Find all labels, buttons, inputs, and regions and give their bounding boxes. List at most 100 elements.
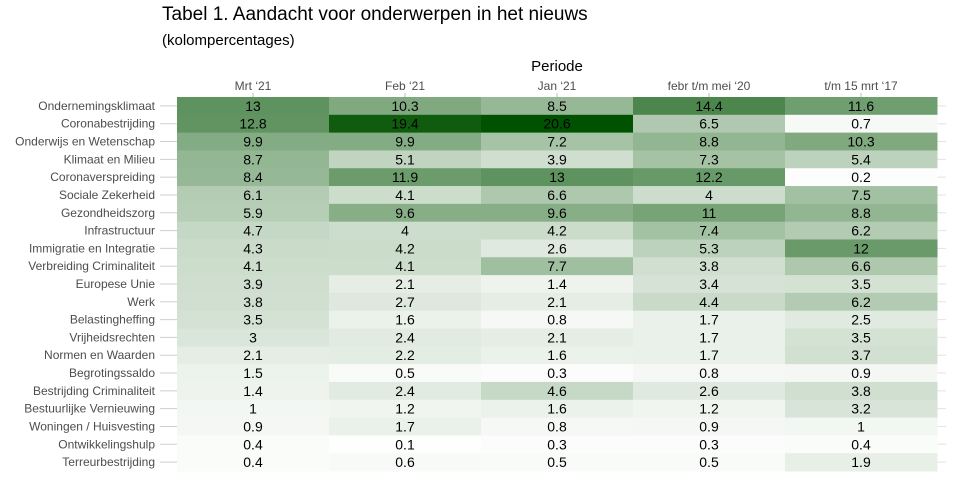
cell-value-label: 0.8 <box>547 418 567 434</box>
heatmap-cell <box>633 275 786 294</box>
chart-title: Tabel 1. Aandacht voor onderwerpen in he… <box>162 4 588 25</box>
cell-value-label: 1.2 <box>699 401 719 417</box>
row-label: Verbreiding Criminaliteit <box>28 259 155 273</box>
heatmap-cell <box>481 257 634 276</box>
heatmap-cell <box>633 132 786 151</box>
cell-value-label: 6.2 <box>851 223 871 239</box>
cell-value-label: 8.8 <box>851 205 871 221</box>
row-label: Bestrijding Criminaliteit <box>33 384 156 398</box>
heatmap-cell <box>177 132 330 151</box>
cell-value-label: 2.4 <box>395 329 415 345</box>
cell-value-label: 7.2 <box>547 134 567 150</box>
cell-value-label: 8.7 <box>243 151 263 167</box>
heatmap-cell <box>785 453 938 472</box>
cell-value-label: 1.7 <box>699 329 719 345</box>
heatmap-cell <box>481 453 634 472</box>
cell-value-label: 3.5 <box>851 329 871 345</box>
cell-value-label: 1.4 <box>547 276 567 292</box>
cell-value-label: 7.7 <box>547 258 567 274</box>
cell-value-label: 3 <box>249 329 257 345</box>
cell-value-label: 1.6 <box>547 347 567 363</box>
cell-value-label: 0.4 <box>243 454 263 470</box>
cell-value-label: 10.3 <box>391 98 418 114</box>
heatmap-cell <box>329 364 482 383</box>
column-label: febr t/m mei ‘20 <box>668 79 751 93</box>
cell-value-label: 3.8 <box>851 383 871 399</box>
cell-value-label: 9.9 <box>243 134 263 150</box>
row-label: Coronabestrijding <box>61 117 155 131</box>
row-label: Europese Unie <box>76 277 156 291</box>
heatmap-cell <box>785 114 938 134</box>
heatmap-cell <box>481 221 634 240</box>
cell-value-label: 2.1 <box>243 347 263 363</box>
row-label: Woningen / Huisvesting <box>29 419 155 433</box>
cell-value-label: 3.7 <box>851 347 871 363</box>
heatmap-cell <box>177 203 330 223</box>
heatmap-cell <box>329 435 482 454</box>
cell-value-label: 4.3 <box>243 240 263 256</box>
cell-value-label: 1.2 <box>395 401 415 417</box>
heatmap-cell <box>177 399 330 419</box>
heatmap-cell <box>177 275 330 294</box>
heatmap-cell <box>329 203 482 223</box>
heatmap-cell <box>633 453 786 472</box>
row-tick-labels: Ondernemingsklimaat Coronabestrijding Onde… <box>15 99 156 469</box>
heatmap-cell <box>481 381 634 401</box>
row-label: Ontwikkelingshulp <box>58 437 155 451</box>
heatmap-cell <box>633 257 786 276</box>
cell-value-label: 2.1 <box>547 294 567 310</box>
heatmap-cell <box>481 186 634 205</box>
heatmap-cell <box>785 257 938 276</box>
heatmap-cell <box>177 239 330 258</box>
cell-value-label: 0.6 <box>395 454 415 470</box>
cell-value-label: 0.1 <box>395 436 415 452</box>
heatmap-cell <box>785 381 938 401</box>
cell-value-label: 1.7 <box>699 312 719 328</box>
cell-value-label: 3.2 <box>851 401 871 417</box>
row-label: Onderwijs en Wetenschap <box>15 135 155 149</box>
row-label: Normen en Waarden <box>44 348 155 362</box>
cell-value-label: 1 <box>249 401 257 417</box>
cell-value-label: 0.2 <box>851 169 871 185</box>
cell-value-label: 2.7 <box>395 294 415 310</box>
heatmap-cell <box>177 221 330 240</box>
cell-value-label: 2.6 <box>699 383 719 399</box>
heatmap-cell <box>633 221 786 240</box>
cell-value-label: 3.5 <box>851 276 871 292</box>
heatmap-cell <box>177 168 330 187</box>
cell-value-label: 8.5 <box>547 98 567 114</box>
heatmap-cell <box>785 328 938 347</box>
row-label: Sociale Zekerheid <box>59 188 155 202</box>
heatmap-cell <box>785 292 938 312</box>
heatmap-cell <box>329 239 482 258</box>
heatmap-cell <box>481 168 634 187</box>
cell-value-label: 6.6 <box>547 187 567 203</box>
heatmap-cell <box>177 150 330 169</box>
heatmap-cell <box>633 310 786 330</box>
cell-value-label: 9.6 <box>547 205 567 221</box>
heatmap-cell <box>633 150 786 169</box>
cell-value-label: 4 <box>705 187 713 203</box>
column-label: Feb ‘21 <box>385 79 425 93</box>
cell-value-label: 1.7 <box>395 418 415 434</box>
cell-value-label: 5.3 <box>699 240 719 256</box>
cell-value-label: 2.6 <box>547 240 567 256</box>
cell-value-label: 1 <box>857 418 865 434</box>
row-label: Terreurbestrijding <box>62 455 155 469</box>
row-label: Coronaverspreiding <box>50 170 155 184</box>
heatmap-cell <box>177 310 330 330</box>
cell-value-label: 7.4 <box>699 223 719 239</box>
heatmap-cell <box>329 346 482 365</box>
cell-value-label: 2.2 <box>395 347 415 363</box>
cell-value-label: 12.8 <box>239 116 266 132</box>
cell-value-label: 7.3 <box>699 151 719 167</box>
heatmap-cell <box>329 417 482 436</box>
cell-value-label: 0.3 <box>699 436 719 452</box>
cell-value-label: 0.3 <box>547 365 567 381</box>
cell-value-label: 3.8 <box>699 258 719 274</box>
cell-value-label: 6.2 <box>851 294 871 310</box>
heatmap-cell <box>329 275 482 294</box>
heatmap-cell <box>481 132 634 151</box>
heatmap-cell <box>329 114 482 134</box>
cell-value-label: 2.1 <box>547 329 567 345</box>
